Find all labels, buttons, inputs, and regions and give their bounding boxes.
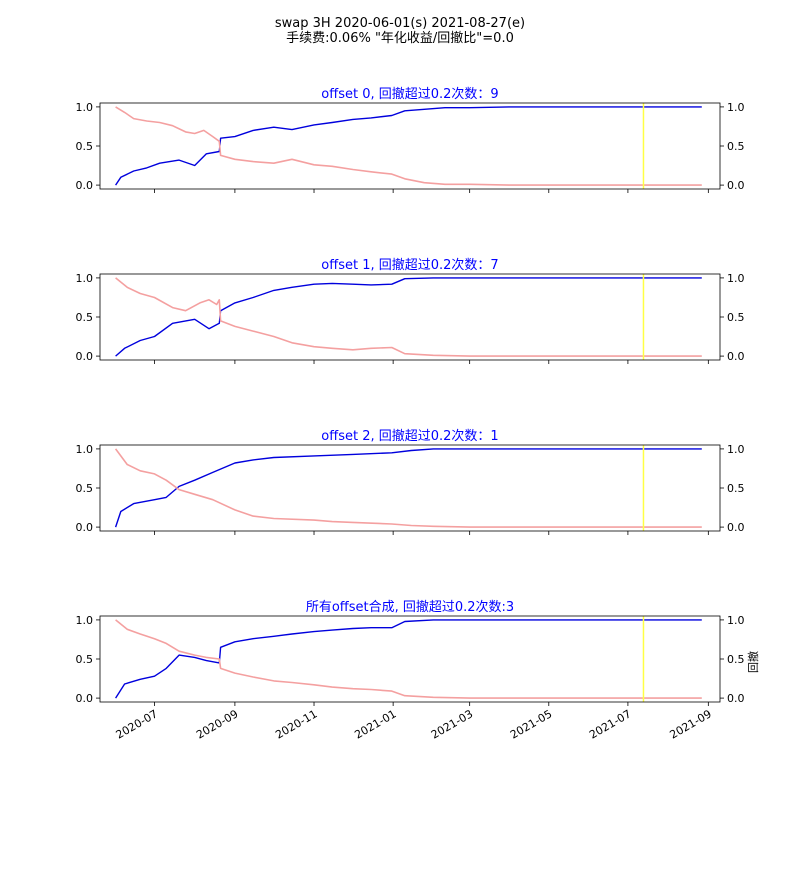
series-line-0 <box>114 448 702 528</box>
ytick-label-left: 0.5 <box>76 140 94 153</box>
series-line-0 <box>115 277 702 357</box>
ytick-label-left: 0.0 <box>76 521 94 534</box>
ytick-label-left: 1.0 <box>76 272 94 285</box>
subplot-0: offset 0, 回撤超过0.2次数：9 0.0 0.0 0.5 0.5 1.0 1.0 <box>76 86 745 193</box>
series-line-1 <box>115 277 702 357</box>
subplot-title: offset 0, 回撤超过0.2次数：9 <box>321 86 498 102</box>
series-line-0 <box>115 106 702 186</box>
figure-title-line2: 手续费:0.06% "年化收益/回撤比"=0.0 <box>286 30 514 46</box>
figure-title-line1: swap 3H 2020-06-01(s) 2021-08-27(e) <box>275 16 525 31</box>
axes-frame <box>99 102 721 190</box>
ytick-label-left: 1.0 <box>76 101 94 114</box>
xtick-label: 2020-09 <box>194 707 240 741</box>
ytick-label-left: 1.0 <box>76 614 94 627</box>
series-line-1 <box>115 106 702 186</box>
axes-frame <box>99 273 721 361</box>
series-line-0 <box>115 619 702 699</box>
ytick-label-right: 0.0 <box>727 350 745 363</box>
ytick-label-right: 0.0 <box>727 179 745 192</box>
ytick-label-right: 0.5 <box>727 653 745 666</box>
ytick-label-left: 0.5 <box>76 653 94 666</box>
xtick-label: 2021-05 <box>508 707 554 741</box>
right-axis-label: 回撤 <box>746 651 760 673</box>
subplot-title: offset 1, 回撤超过0.2次数：7 <box>321 257 498 273</box>
xtick-label: 2021-07 <box>587 707 633 741</box>
ytick-label-right: 0.0 <box>727 692 745 705</box>
ytick-label-left: 0.0 <box>76 179 94 192</box>
ytick-label-right: 1.0 <box>727 614 745 627</box>
subplot-2: offset 2, 回撤超过0.2次数：1 0.0 0.0 0.5 0.5 1.0 1.0 <box>76 428 745 535</box>
ytick-label-right: 0.5 <box>727 140 745 153</box>
axes-frame <box>99 444 721 532</box>
ytick-label-left: 0.5 <box>76 311 94 324</box>
subplot-title: 所有offset合成, 回撤超过0.2次数:3 <box>306 599 514 615</box>
ytick-label-left: 0.0 <box>76 350 94 363</box>
xtick-label: 2021-03 <box>429 707 475 741</box>
subplot-title: offset 2, 回撤超过0.2次数：1 <box>321 428 498 444</box>
axes-frame <box>99 615 721 703</box>
ytick-label-right: 1.0 <box>727 272 745 285</box>
subplot-1: offset 1, 回撤超过0.2次数：7 0.0 0.0 0.5 0.5 1.0 1.0 <box>76 257 745 364</box>
ytick-label-right: 1.0 <box>727 443 745 456</box>
ytick-label-right: 0.5 <box>727 311 745 324</box>
ytick-label-left: 1.0 <box>76 443 94 456</box>
xtick-label: 2021-01 <box>352 707 398 741</box>
ytick-label-right: 0.5 <box>727 482 745 495</box>
series-line-1 <box>115 619 702 699</box>
ytick-label-right: 1.0 <box>727 101 745 114</box>
subplot-3: 所有offset合成, 回撤超过0.2次数:3 0.0 0.0 0.5 0.5 1.0 1.… <box>76 599 745 742</box>
ytick-label-right: 0.0 <box>727 521 745 534</box>
series-line-1 <box>114 448 702 528</box>
xtick-label: 2020-07 <box>114 707 160 741</box>
xtick-label: 2021-09 <box>668 707 714 741</box>
xtick-label: 2020-11 <box>273 707 319 741</box>
ytick-label-left: 0.0 <box>76 692 94 705</box>
subplot-grid: offset 0, 回撤超过0.2次数：90.0 0.00.5 0.51.0 1.0o… <box>76 86 745 742</box>
ytick-label-left: 0.5 <box>76 482 94 495</box>
